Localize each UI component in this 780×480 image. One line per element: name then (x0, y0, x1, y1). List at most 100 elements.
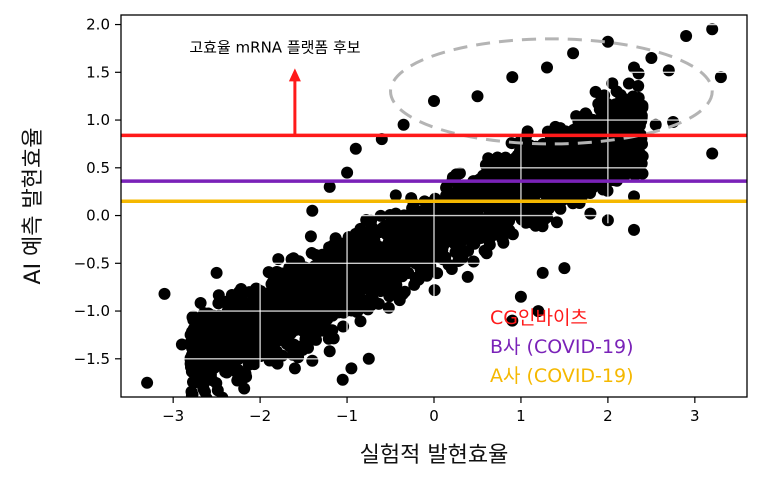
data-point (372, 279, 385, 291)
y-tick-label: −1.5 (74, 350, 110, 368)
annotation-group: 고효율 mRNA 플랫폼 후보 (189, 38, 361, 136)
data-point (514, 144, 526, 157)
annotation-arrow-head (288, 68, 301, 82)
data-point (304, 230, 317, 243)
data-point (536, 266, 549, 279)
data-point (264, 326, 277, 339)
data-point (428, 95, 440, 107)
data-point (374, 248, 386, 260)
data-point (306, 204, 319, 217)
data-point (274, 308, 287, 321)
data-point (211, 326, 223, 339)
data-point (349, 142, 362, 155)
data-point (421, 255, 434, 268)
reference-lines (121, 133, 747, 203)
data-point (579, 107, 592, 120)
data-point (408, 278, 421, 291)
data-point (610, 85, 623, 98)
data-point (352, 279, 365, 291)
data-point (262, 295, 275, 308)
data-point (573, 152, 586, 165)
y-axis-title: AI 예측 발현효율 (21, 128, 46, 285)
data-point (186, 388, 199, 397)
data-point (290, 278, 303, 291)
data-point (296, 343, 309, 356)
y-tick-label: 1.5 (86, 63, 110, 81)
data-point (235, 283, 248, 295)
data-point (636, 150, 649, 163)
data-point (299, 300, 312, 313)
data-point (628, 223, 640, 236)
data-point (262, 340, 275, 353)
data-point (471, 90, 484, 103)
highlight-ellipse (389, 37, 714, 146)
data-point (380, 256, 393, 269)
data-point (556, 147, 569, 160)
x-tick-label: 3 (690, 407, 700, 425)
data-point (550, 216, 563, 229)
data-point (680, 30, 693, 42)
data-point (267, 283, 280, 296)
data-point (452, 201, 465, 214)
data-point (593, 173, 606, 185)
data-point (595, 111, 608, 123)
data-point (391, 236, 404, 249)
data-point (464, 215, 477, 228)
x-tick-label: −1 (336, 407, 358, 425)
data-point (584, 207, 597, 220)
data-point (361, 251, 373, 264)
y-axis: −1.5 −1.0 −0.5 0.0 0.5 1.0 1.5 2.0 (74, 16, 121, 368)
data-point (418, 227, 431, 240)
data-point (271, 357, 284, 370)
data-point (548, 160, 560, 173)
data-point (538, 159, 551, 172)
data-point (483, 238, 496, 251)
data-point (662, 64, 675, 77)
data-point (214, 342, 227, 355)
data-point (512, 185, 524, 198)
data-point (501, 210, 514, 223)
data-point (397, 118, 410, 131)
data-point (305, 273, 318, 285)
data-point (477, 173, 490, 186)
data-point (158, 287, 171, 300)
data-point (190, 396, 196, 397)
data-point (527, 164, 540, 177)
data-point (333, 238, 346, 251)
data-point (628, 190, 640, 203)
data-point (706, 147, 719, 160)
data-point (440, 180, 453, 193)
data-point (385, 288, 397, 300)
data-point (536, 202, 549, 214)
data-point (541, 61, 553, 74)
y-tick-label: −0.5 (74, 254, 110, 272)
data-point (361, 264, 374, 277)
data-point (199, 385, 211, 397)
data-point (334, 274, 347, 286)
x-tick-label: 1 (516, 407, 526, 425)
data-point (419, 210, 432, 223)
data-point (212, 289, 225, 302)
y-tick-label: 0.0 (86, 207, 110, 225)
legend-entry: CG인바이츠 (490, 307, 588, 329)
data-point (567, 47, 580, 60)
data-point (387, 225, 400, 238)
data-point (626, 141, 639, 153)
x-axis: −3 −2 −1 0 1 2 3 (162, 397, 700, 425)
data-point (714, 71, 727, 84)
data-point (467, 255, 480, 268)
data-point (589, 85, 602, 98)
data-point (495, 201, 508, 214)
data-point (190, 414, 202, 426)
data-point (632, 80, 645, 92)
data-point (540, 190, 553, 203)
data-point (299, 333, 312, 346)
data-point (323, 180, 336, 193)
y-tick-label: −1.0 (74, 302, 110, 320)
data-point (192, 336, 205, 349)
data-point (402, 211, 414, 224)
data-point (541, 149, 554, 162)
data-point (609, 143, 621, 156)
data-point (461, 270, 474, 283)
